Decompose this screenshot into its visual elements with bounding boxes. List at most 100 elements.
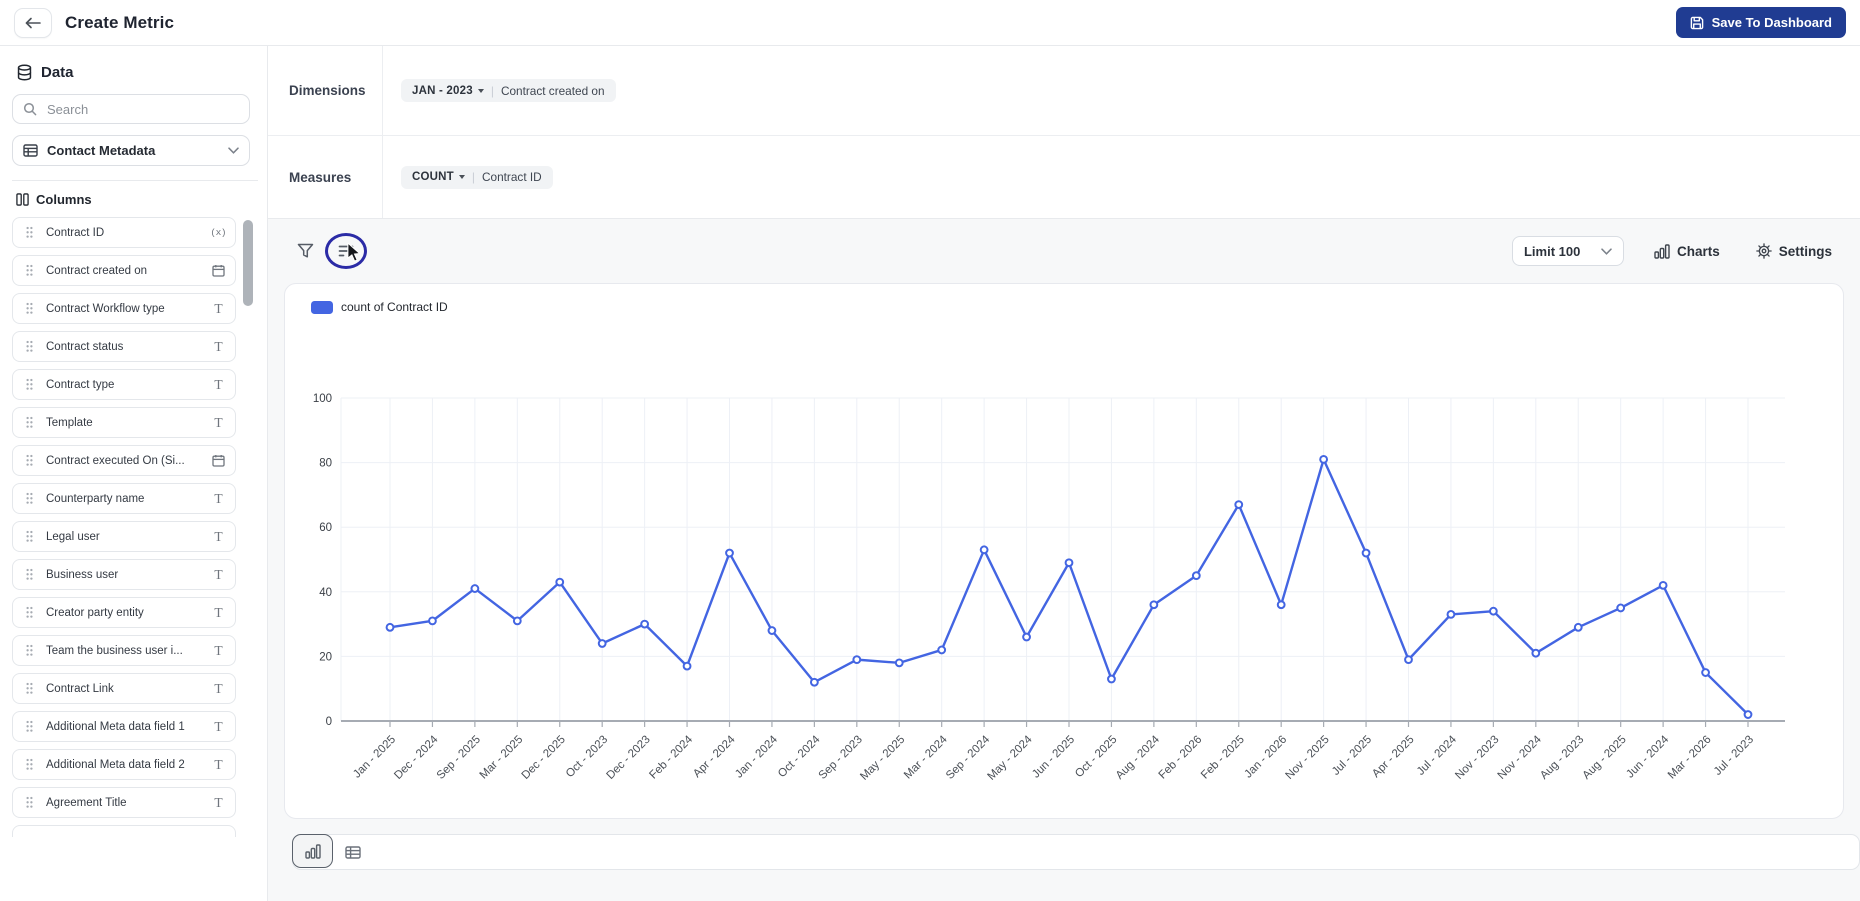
data-point[interactable] [852, 655, 862, 665]
columns-list: Contract ID (x) Contract created on Contrac… [12, 217, 267, 837]
drag-handle-icon[interactable] [22, 758, 37, 771]
x-axis-label: Jun - 2025 [1030, 734, 1077, 781]
data-point[interactable] [1149, 600, 1159, 610]
data-point[interactable] [640, 619, 650, 629]
data-point[interactable] [809, 677, 819, 687]
column-item[interactable]: Creator party entity T [12, 597, 236, 628]
chart-view-button[interactable] [292, 834, 333, 868]
column-item[interactable]: Agreement Title T [12, 787, 236, 818]
drag-handle-icon[interactable] [22, 264, 37, 277]
drag-handle-icon[interactable] [22, 454, 37, 467]
data-point[interactable] [1488, 606, 1498, 616]
drag-handle-icon[interactable] [22, 340, 37, 353]
table-view-button[interactable] [332, 835, 373, 869]
data-point[interactable] [1658, 580, 1668, 590]
data-point[interactable] [1191, 571, 1201, 581]
drag-handle-icon[interactable] [22, 682, 37, 695]
dimension-chip[interactable]: JAN - 2023 | Contract created on [401, 79, 616, 102]
filter-funnel-icon[interactable] [292, 238, 318, 264]
x-axis-label: Jul - 2023 [1712, 734, 1756, 778]
data-point[interactable] [725, 548, 734, 558]
text-type-icon: T [214, 376, 223, 392]
x-axis-label: Apr - 2024 [691, 733, 738, 780]
drag-handle-icon[interactable] [22, 606, 37, 619]
drag-handle-icon[interactable] [22, 492, 37, 505]
data-point[interactable] [937, 645, 947, 655]
back-button[interactable] [14, 7, 52, 38]
search-icon [23, 102, 37, 116]
data-point[interactable] [1022, 632, 1031, 642]
drag-handle-icon[interactable] [22, 530, 37, 543]
data-point[interactable] [1276, 600, 1286, 610]
column-item[interactable]: Contract ID (x) [12, 217, 236, 248]
content-area: Dimensions JAN - 2023 | Contract created… [268, 46, 1860, 901]
data-point[interactable] [1361, 548, 1371, 558]
search-input-wrap[interactable] [12, 94, 250, 124]
page-title: Create Metric [65, 12, 175, 32]
measure-chip[interactable]: COUNT | Contract ID [401, 165, 553, 189]
column-item[interactable]: Contract type T [12, 369, 236, 400]
data-point[interactable] [1234, 500, 1244, 509]
data-source-select[interactable]: Contact Metadata [12, 135, 250, 166]
column-item[interactable]: Contract executed On (Si... [12, 445, 236, 476]
measure-modifier[interactable]: COUNT [412, 171, 454, 183]
data-point[interactable] [555, 577, 565, 587]
sidebar-scrollbar[interactable] [243, 220, 253, 306]
column-item[interactable]: Additional Meta data field 1 T [12, 711, 236, 742]
drag-handle-icon[interactable] [22, 568, 37, 581]
settings-button[interactable]: Settings [1750, 242, 1838, 260]
dimension-modifier[interactable]: JAN - 2023 [412, 84, 473, 97]
column-label: Agreement Title [46, 796, 127, 809]
data-point[interactable] [1573, 622, 1583, 632]
save-to-dashboard-button[interactable]: Save To Dashboard [1675, 7, 1846, 38]
data-point[interactable] [428, 616, 437, 626]
column-item[interactable]: Contract status T [12, 331, 236, 362]
x-axis-label: Mar - 2024 [902, 733, 950, 781]
data-point[interactable] [894, 658, 904, 668]
dimensions-row: Dimensions JAN - 2023 | Contract created… [268, 46, 1860, 136]
column-item[interactable]: Additional Meta data field 2 T [12, 749, 236, 780]
column-item[interactable]: Team the business user i... T [12, 635, 236, 666]
data-point[interactable] [1404, 655, 1413, 665]
data-point[interactable] [767, 626, 777, 635]
drag-handle-icon[interactable] [22, 226, 37, 239]
limit-select[interactable]: Limit 100 [1511, 236, 1624, 266]
data-point[interactable] [979, 545, 989, 555]
measure-field: Contract ID [482, 170, 542, 184]
column-item[interactable]: Contract created on [12, 255, 236, 286]
column-item-clipped[interactable] [12, 825, 236, 837]
x-axis-label: Oct - 2025 [1073, 734, 1119, 780]
column-item[interactable]: Counterparty name T [12, 483, 236, 514]
data-point[interactable] [385, 622, 395, 632]
view-toggle-group [292, 834, 1860, 870]
data-point[interactable] [470, 584, 480, 593]
drag-handle-icon[interactable] [22, 720, 37, 733]
column-item[interactable]: Legal user T [12, 521, 236, 552]
column-label: Contract Link [46, 682, 114, 695]
data-point[interactable] [1446, 610, 1456, 619]
data-point[interactable] [1064, 558, 1074, 568]
data-point[interactable] [512, 616, 522, 626]
column-label: Contract status [46, 340, 124, 353]
column-item[interactable]: Template T [12, 407, 236, 438]
data-point[interactable] [1616, 603, 1626, 613]
drag-handle-icon[interactable] [22, 416, 37, 429]
charts-button[interactable]: Charts [1648, 243, 1726, 260]
data-point[interactable] [597, 639, 607, 648]
column-item[interactable]: Contract Workflow type T [12, 293, 236, 324]
drag-handle-icon[interactable] [22, 378, 37, 391]
data-point[interactable] [1701, 668, 1710, 677]
drag-handle-icon[interactable] [22, 796, 37, 809]
column-item[interactable]: Contract Link T [12, 673, 236, 704]
x-axis-label: Mar - 2026 [1666, 734, 1714, 782]
data-point[interactable] [1319, 454, 1329, 464]
data-point[interactable] [1107, 674, 1116, 684]
data-point[interactable] [1743, 710, 1753, 719]
data-point[interactable] [682, 661, 692, 671]
search-input[interactable] [45, 100, 239, 118]
column-item[interactable]: Business user T [12, 559, 236, 590]
drag-handle-icon[interactable] [22, 644, 37, 657]
drag-handle-icon[interactable] [22, 302, 37, 315]
data-point[interactable] [1531, 648, 1541, 658]
filter-lines-button[interactable] [324, 231, 368, 271]
